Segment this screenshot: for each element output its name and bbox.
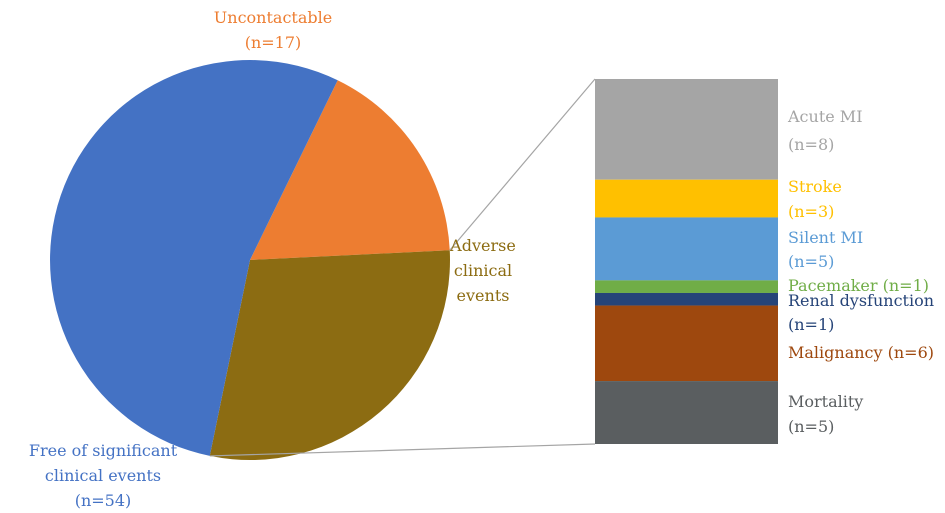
bar-label-malignancy: Malignancy (n=6) bbox=[788, 343, 934, 362]
pie-slice-adverse-clinical-events bbox=[209, 250, 450, 461]
bar-label-renal-dysfunction: Renal dysfunction (n=1) bbox=[788, 291, 934, 334]
pie-slice-uncontactable bbox=[250, 80, 450, 261]
pie-label-adverse-clinical-events: Adverse clinical events bbox=[449, 236, 516, 305]
connector-line-bottom bbox=[209, 443, 596, 457]
bar-segment-stroke bbox=[595, 179, 778, 218]
bar-segment-silent-mi bbox=[595, 217, 778, 281]
pie-slice-free-of-significant-clinical-events bbox=[50, 60, 338, 456]
bar-label-stroke: Stroke (n=3) bbox=[788, 177, 842, 221]
bar-segment-acute-mi bbox=[595, 79, 778, 180]
bar-label-silent-mi: Silent MI (n=5) bbox=[788, 228, 863, 271]
bar-segment-malignancy bbox=[595, 305, 778, 382]
bar-label-mortality: Mortality (n=5) bbox=[788, 392, 863, 436]
bar-label-pacemaker: Pacemaker (n=1) bbox=[788, 276, 929, 295]
bar-segment-pacemaker bbox=[595, 280, 778, 293]
bar-segment-mortality bbox=[595, 381, 778, 444]
bar-label-acute-mi: Acute MI (n=8) bbox=[787, 107, 863, 154]
pie-label-uncontactable: Uncontactable (n=17) bbox=[214, 8, 332, 52]
connector-line-top bbox=[449, 78, 596, 251]
bar-segment-renal-dysfunction bbox=[595, 292, 778, 306]
pie-label-free-of-significant-clinical-events: Free of significant clinical events (n=54) bbox=[29, 441, 178, 510]
